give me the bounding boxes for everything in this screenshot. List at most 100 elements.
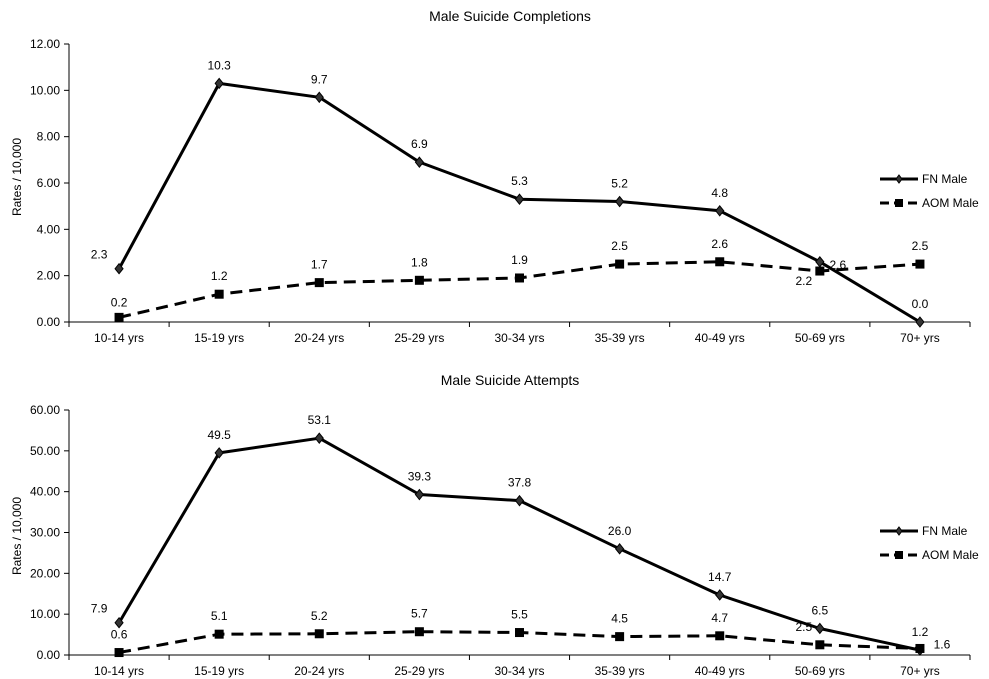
attempts-aom-point (815, 640, 825, 650)
attempts-x-tick-label: 15-19 yrs (194, 664, 244, 678)
attempts-x-tick-label: 20-24 yrs (294, 664, 344, 678)
completions-fn-point (715, 204, 725, 217)
completions-aom-point (615, 259, 625, 269)
attempts-x-tick-label: 30-34 yrs (494, 664, 544, 678)
attempts-aom-point (515, 628, 524, 638)
completions-data-label: 2.3 (91, 248, 108, 262)
completions-fn-point (214, 77, 224, 90)
completions-data-label: 4.8 (711, 186, 728, 200)
completions-y-tick-label: 4.00 (37, 222, 61, 236)
attempts-data-label: 6.5 (811, 603, 828, 617)
attempts-legend-label: FN Male (922, 524, 968, 538)
attempts-y-tick-label: 10.00 (30, 607, 60, 621)
attempts-aom-point (615, 632, 625, 642)
completions-x-tick-label: 35-39 yrs (595, 331, 645, 345)
attempts-fn-point (815, 622, 825, 635)
completions-data-label: 0.2 (111, 295, 128, 309)
attempts-x-tick-label: 10-14 yrs (94, 664, 144, 678)
attempts-data-label: 2.5 (795, 620, 812, 634)
completions-data-label: 10.3 (207, 58, 231, 72)
attempts-x-tick-label: 25-29 yrs (394, 664, 444, 678)
attempts-data-label: 5.5 (511, 608, 528, 622)
completions-data-label: 9.7 (311, 72, 328, 86)
attempts-data-label: 1.6 (934, 637, 951, 651)
attempts-data-label: 0.6 (111, 628, 128, 642)
attempts-aom-point (915, 643, 925, 653)
attempts-y-tick-label: 60.00 (30, 403, 60, 417)
completions-x-tick-label: 40-49 yrs (695, 331, 745, 345)
attempts-fn-point (114, 616, 124, 629)
completions-aom-point (314, 278, 324, 288)
attempts-fn-point (514, 494, 525, 507)
completions-data-label: 2.6 (711, 237, 728, 251)
completions-data-label: 0.0 (912, 297, 929, 311)
attempts-fn-point (314, 432, 324, 444)
completions-aom-point (515, 273, 524, 283)
attempts-y-tick-label: 30.00 (30, 526, 60, 540)
completions-legend-marker (895, 199, 903, 207)
completions-aom-point (915, 259, 925, 269)
attempts-x-tick-label: 70+ yrs (900, 664, 940, 678)
completions-data-label: 2.2 (795, 274, 812, 288)
completions-data-label: 2.5 (611, 239, 628, 253)
attempts-aom-point (114, 648, 124, 658)
completions-x-tick-label: 15-19 yrs (194, 331, 244, 345)
completions-fn-point (114, 262, 124, 275)
attempts-chart: Male Suicide Attempts Rates / 10,000 0.0… (10, 372, 979, 678)
completions-chart: Male Suicide Completions Rates / 10,000 … (10, 8, 979, 345)
attempts-data-label: 7.9 (91, 602, 108, 616)
attempts-x-tick-label: 35-39 yrs (595, 664, 645, 678)
completions-aom-point (815, 266, 825, 276)
attempts-aom-point (314, 629, 324, 639)
completions-aom-point (715, 257, 725, 267)
completions-series-line-aom (118, 260, 921, 319)
completions-fn-point (915, 316, 925, 328)
attempts-fn-point (614, 543, 625, 555)
attempts-fn-point (715, 589, 725, 601)
completions-fn-point (414, 156, 425, 168)
attempts-data-label: 5.1 (211, 609, 228, 623)
completions-fn-point (314, 91, 324, 104)
attempts-data-label: 1.2 (912, 625, 929, 639)
completions-legend-label: FN Male (922, 172, 968, 186)
attempts-y-tick-label: 40.00 (30, 485, 60, 499)
attempts-aom-point (715, 631, 725, 641)
completions-x-tick-label: 50-69 yrs (795, 331, 845, 345)
completions-y-tick-label: 0.00 (37, 315, 61, 329)
completions-title: Male Suicide Completions (429, 8, 591, 24)
attempts-data-label: 4.5 (611, 612, 628, 626)
attempts-legend-marker (895, 526, 903, 536)
attempts-data-label: 53.1 (308, 413, 332, 427)
attempts-title: Male Suicide Attempts (441, 372, 580, 388)
attempts-y-tick-label: 0.00 (37, 648, 61, 662)
attempts-legend-label: AOM Male (922, 548, 979, 562)
completions-y-tick-label: 10.00 (30, 83, 60, 97)
completions-x-tick-label: 25-29 yrs (394, 331, 444, 345)
attempts-fn-point (414, 488, 425, 501)
completions-aom-point (214, 289, 224, 299)
completions-data-label: 6.9 (411, 137, 428, 151)
attempts-data-label: 37.8 (508, 476, 532, 490)
completions-aom-point (114, 312, 124, 322)
completions-legend-label: AOM Male (922, 196, 979, 210)
completions-data-label: 5.2 (611, 177, 628, 191)
attempts-data-label: 39.3 (408, 470, 432, 484)
completions-y-tick-label: 2.00 (37, 269, 61, 283)
completions-fn-point (514, 193, 525, 206)
completions-y-tick-label: 8.00 (37, 130, 61, 144)
completions-x-tick-label: 30-34 yrs (494, 331, 544, 345)
attempts-aom-point (414, 627, 424, 637)
attempts-data-label: 5.2 (311, 609, 328, 623)
completions-y-axis-label: Rates / 10,000 (10, 138, 24, 216)
completions-data-label: 5.3 (511, 174, 528, 188)
completions-x-tick-label: 20-24 yrs (294, 331, 344, 345)
attempts-y-axis-label: Rates / 10,000 (10, 497, 24, 575)
attempts-data-label: 49.5 (207, 428, 231, 442)
completions-data-label: 2.5 (912, 239, 929, 253)
completions-aom-point (414, 275, 424, 285)
attempts-data-label: 14.7 (708, 570, 732, 584)
completions-legend-marker (895, 174, 903, 184)
completions-y-tick-label: 12.00 (30, 37, 60, 51)
attempts-legend-marker (895, 551, 903, 559)
